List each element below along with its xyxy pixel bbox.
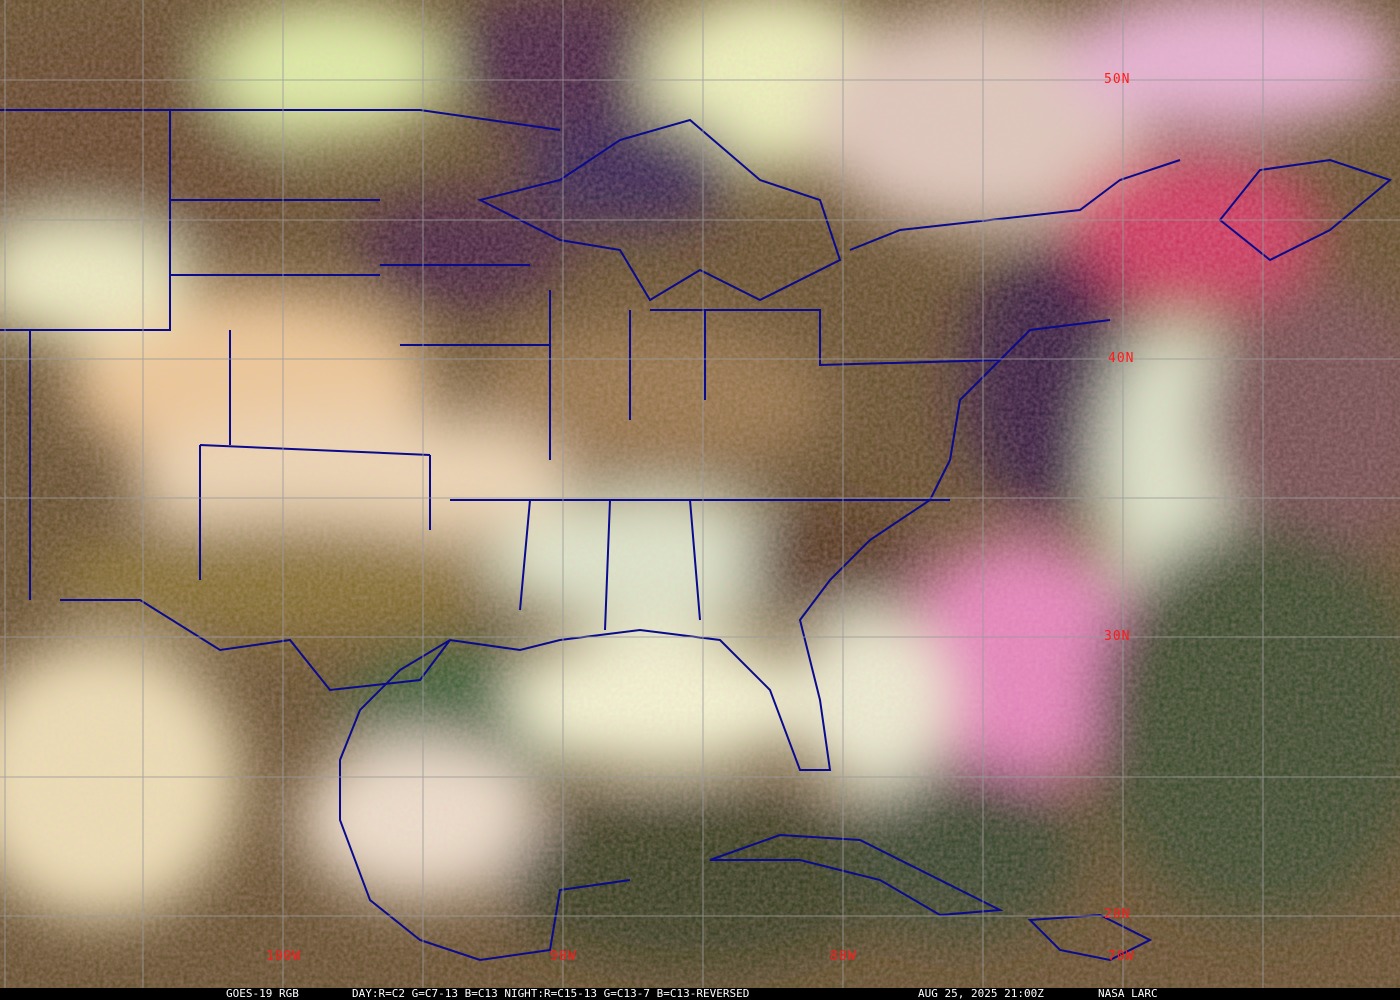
longitude-label-80w: 80W	[830, 949, 857, 964]
newfoundland-nova-scotia	[1218, 158, 1393, 262]
great-lakes	[477, 118, 842, 302]
cuba	[709, 833, 1004, 917]
us-coastline	[339, 319, 1111, 962]
longitude-label-70w: 70W	[1108, 949, 1135, 964]
mexico-border	[60, 599, 451, 692]
latitude-label-30n: 30N	[1104, 629, 1131, 644]
canada-border	[0, 109, 1181, 251]
latitude-label-40n: 40N	[1108, 351, 1135, 366]
latitude-label-20n: 20N	[1104, 907, 1131, 922]
timestamp: AUG 25, 2025 21:00Z	[918, 987, 1044, 1000]
rgb-recipe: DAY:R=C2 G=C7-13 B=C13 NIGHT:R=C15-13 G=…	[352, 987, 750, 1000]
latitude-label-50n: 50N	[1104, 72, 1131, 87]
credit: NASA LARC	[1098, 987, 1158, 1000]
product-name: GOES-19 RGB	[226, 987, 299, 1000]
longitude-label-100w: 100W	[266, 949, 302, 964]
caption-bar: GOES-19 RGB DAY:R=C2 G=C7-13 B=C13 NIGHT…	[0, 988, 1400, 1000]
boundaries	[0, 109, 1393, 962]
state-lines	[0, 110, 1001, 631]
longitude-label-90w: 90W	[550, 949, 577, 964]
